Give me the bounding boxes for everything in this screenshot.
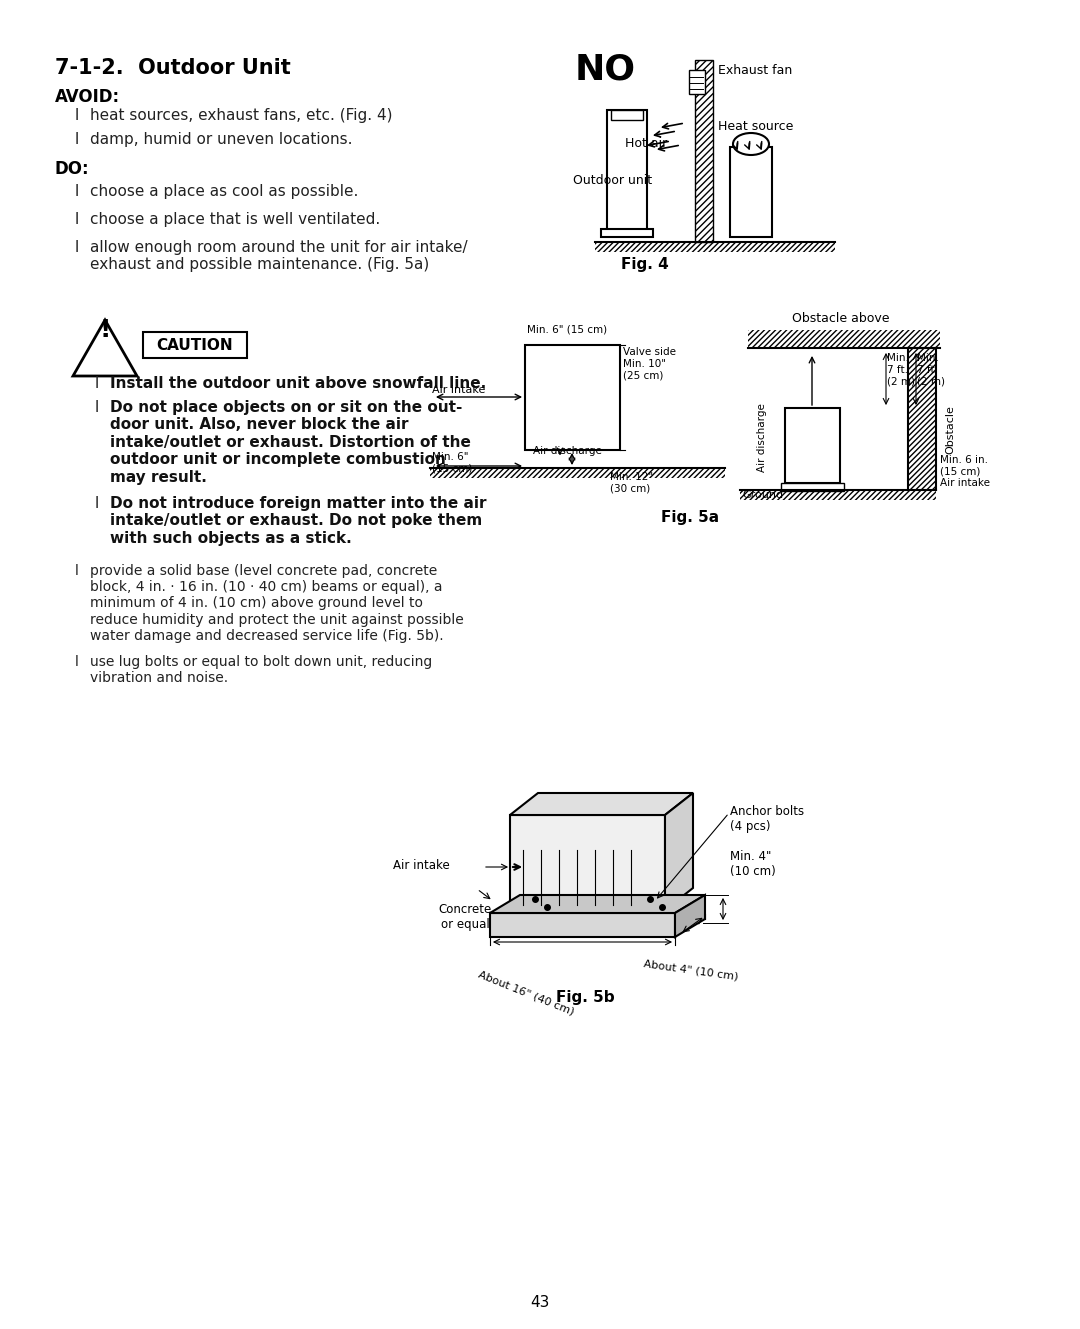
Bar (510, 815, 665, 910)
Text: Min.
7 ft.
(2 m): Min. 7 ft. (2 m) (887, 354, 915, 387)
Text: Fig. 5b: Fig. 5b (556, 990, 615, 1005)
Bar (595, 242, 835, 253)
Bar (525, 346, 620, 451)
Text: l: l (75, 108, 79, 124)
Text: Min. 12"
(30 cm): Min. 12" (30 cm) (610, 472, 653, 493)
Bar (781, 482, 843, 490)
Text: Hot air: Hot air (625, 137, 667, 150)
Text: Exhaust fan: Exhaust fan (718, 64, 793, 77)
Bar (908, 348, 936, 490)
Bar (430, 468, 725, 478)
Text: choose a place that is well ventilated.: choose a place that is well ventilated. (90, 213, 380, 227)
Text: Min.
7 ft.
(2 m): Min. 7 ft. (2 m) (917, 354, 945, 387)
Text: About 4" (10 cm): About 4" (10 cm) (643, 960, 739, 982)
Text: Min. 6 in.
(15 cm)
Air intake: Min. 6 in. (15 cm) Air intake (940, 455, 990, 488)
Text: Air discharge: Air discharge (534, 447, 602, 456)
Text: l: l (95, 496, 99, 510)
Text: l: l (75, 563, 79, 578)
Text: NO: NO (575, 52, 636, 86)
Text: allow enough room around the unit for air intake/
exhaust and possible maintenan: allow enough room around the unit for ai… (90, 241, 468, 272)
Ellipse shape (733, 133, 769, 155)
Bar (696, 60, 713, 242)
Text: 43: 43 (530, 1294, 550, 1310)
Text: l: l (75, 183, 79, 199)
Text: l: l (95, 376, 99, 391)
Text: Heat source: Heat source (718, 120, 794, 133)
Text: Min. 4"
(10 cm): Min. 4" (10 cm) (730, 851, 775, 878)
Text: 7-1-2.  Outdoor Unit: 7-1-2. Outdoor Unit (55, 58, 291, 78)
Bar (696, 60, 713, 242)
Text: damp, humid or uneven locations.: damp, humid or uneven locations. (90, 132, 352, 148)
Polygon shape (510, 793, 693, 815)
Text: Do not introduce foreign matter into the air
intake/outlet or exhaust. Do not po: Do not introduce foreign matter into the… (110, 496, 486, 546)
Text: Fig. 4: Fig. 4 (621, 256, 669, 272)
Polygon shape (675, 894, 705, 937)
Bar (689, 70, 705, 94)
Polygon shape (665, 793, 693, 910)
Bar (740, 490, 936, 500)
Bar (730, 148, 772, 237)
Text: AVOID:: AVOID: (55, 88, 120, 106)
Text: Valve side
Min. 10"
(25 cm): Valve side Min. 10" (25 cm) (623, 347, 676, 380)
Text: Anchor bolts
(4 pcs): Anchor bolts (4 pcs) (730, 805, 805, 833)
Bar (600, 229, 653, 237)
Text: l: l (75, 241, 79, 255)
Bar (785, 408, 840, 482)
Text: l: l (95, 400, 99, 415)
Text: heat sources, exhaust fans, etc. (Fig. 4): heat sources, exhaust fans, etc. (Fig. 4… (90, 108, 392, 124)
Text: CAUTION: CAUTION (157, 338, 233, 354)
Text: Air intake: Air intake (393, 859, 450, 872)
Bar (908, 348, 936, 490)
Bar (490, 913, 675, 937)
Polygon shape (748, 330, 940, 348)
Bar (611, 110, 643, 120)
Text: Air discharge: Air discharge (757, 404, 767, 472)
Polygon shape (490, 894, 705, 913)
Text: Install the outdoor unit above snowfall line.: Install the outdoor unit above snowfall … (110, 376, 486, 391)
Text: l: l (75, 213, 79, 227)
Text: Min. 6" (15 cm): Min. 6" (15 cm) (527, 324, 607, 334)
Bar (607, 110, 647, 233)
Text: Do not place objects on or sit on the out-
door unit. Also, never block the air
: Do not place objects on or sit on the ou… (110, 400, 471, 485)
Text: l: l (75, 655, 79, 668)
Text: Min. 6"
(15 cm): Min. 6" (15 cm) (432, 452, 472, 473)
Text: Concrete
or equal: Concrete or equal (438, 902, 491, 932)
Text: Air intake: Air intake (432, 385, 485, 395)
Text: About 16" (40 cm): About 16" (40 cm) (477, 969, 576, 1017)
Text: provide a solid base (level concrete pad, concrete
block, 4 in. · 16 in. (10 · 4: provide a solid base (level concrete pad… (90, 563, 463, 643)
Text: Ground: Ground (742, 490, 783, 500)
Text: Obstacle: Obstacle (945, 405, 955, 455)
Text: DO:: DO: (55, 159, 90, 178)
Text: Fig. 5a: Fig. 5a (661, 510, 719, 525)
Text: choose a place as cool as possible.: choose a place as cool as possible. (90, 183, 359, 199)
Text: Outdoor unit: Outdoor unit (573, 174, 652, 187)
Text: !: ! (99, 318, 110, 342)
FancyBboxPatch shape (143, 332, 247, 358)
Text: use lug bolts or equal to bolt down unit, reducing
vibration and noise.: use lug bolts or equal to bolt down unit… (90, 655, 432, 686)
Text: l: l (75, 132, 79, 148)
Text: Obstacle above: Obstacle above (792, 312, 890, 326)
